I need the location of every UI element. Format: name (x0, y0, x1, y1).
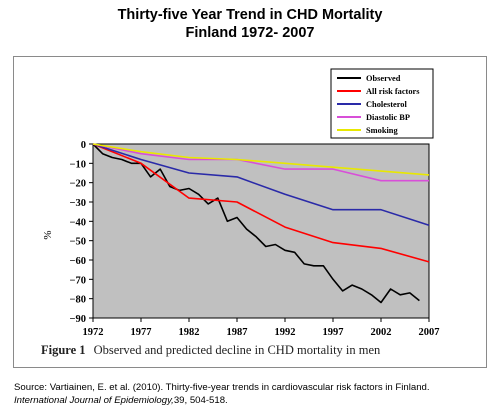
y-tick-label: 0 (81, 140, 86, 151)
y-tick-label: −60 (70, 256, 86, 267)
line-chart: 0 −10 −20 −30 −40 −50 −60 −70 −80 −90 1972 1977 1982… (42, 68, 440, 338)
legend-label: All risk factors (366, 87, 420, 96)
x-tick-label: 1972 (83, 327, 104, 338)
x-tick-label: 1982 (179, 327, 200, 338)
y-axis-label: % (42, 230, 54, 239)
x-tick-label: 2002 (371, 327, 392, 338)
x-tick-label: 1997 (323, 327, 344, 338)
legend-label: Diastolic BP (366, 113, 410, 122)
figure-caption-label: Figure 1 (41, 343, 86, 357)
source-text: Source: Vartiainen, E. et al. (2010). Th… (14, 382, 430, 393)
source-journal: International Journal of Epidemiology, (14, 394, 174, 406)
figure-caption: Figure 1 Observed and predicted decline i… (41, 343, 481, 357)
y-tick-label: −40 (70, 217, 86, 228)
x-tick-label: 1992 (275, 327, 296, 338)
figure-caption-text: Observed and predicted decline in CHD mo… (93, 343, 381, 357)
y-tick-label: −10 (70, 159, 86, 170)
chart-title-line2: Finland 1972- 2007 (185, 25, 315, 41)
y-tick-label: −30 (70, 198, 86, 209)
legend-label: Cholesterol (366, 100, 407, 109)
y-tick-label: −70 (70, 275, 86, 286)
source-volume-pages: 39, 504-518. (173, 394, 228, 406)
y-tick-label: −50 (70, 237, 86, 248)
source-citation: Source: Vartiainen, E. et al. (2010). Th… (14, 382, 494, 407)
x-tick-label: 1987 (227, 327, 248, 338)
series-line-diastolic-bp (92, 143, 429, 182)
x-tick-label: 2007 (419, 327, 440, 338)
y-tick-label: −90 (70, 314, 86, 325)
y-tick-label: −20 (70, 179, 86, 190)
series-line-smoking (92, 143, 430, 176)
legend-label: Smoking (366, 126, 398, 135)
y-tick-label: −80 (70, 295, 86, 306)
series-line-cholesterol (92, 143, 430, 226)
figure-frame: 0 −10 −20 −30 −40 −50 −60 −70 −80 −90 1972 1977 1982… (13, 56, 487, 368)
plot-area (92, 143, 430, 319)
legend-label: Observed (366, 74, 401, 83)
chart-title-line1: Thirty-five Year Trend in CHD Mortality (117, 7, 383, 23)
series-line-observed (92, 143, 420, 304)
series-line-all-risk-factors (92, 143, 430, 263)
x-tick-label: 1977 (131, 327, 152, 338)
